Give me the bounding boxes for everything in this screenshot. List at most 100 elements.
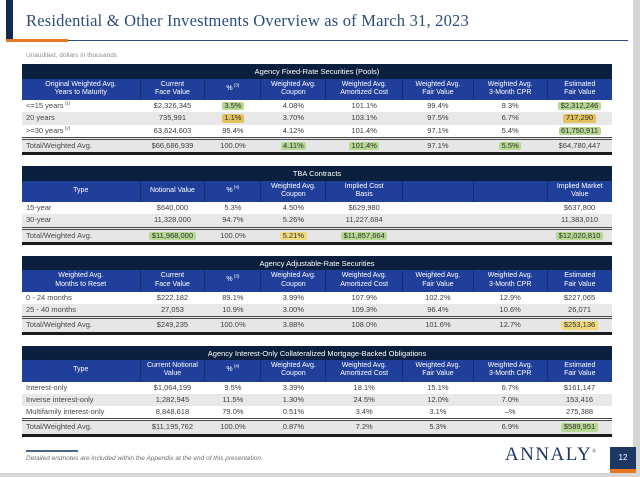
column-header: Estimated Fair Value — [546, 360, 612, 382]
data-cell: 103.1% — [325, 112, 403, 125]
highlight-green: 5.5% — [499, 141, 522, 150]
highlight-green: $11,968,000 — [149, 231, 196, 240]
data-cell: 99.4% — [427, 101, 449, 110]
table-title-bar: Agency Adjustable-Rate Securities — [22, 255, 612, 271]
footnote-superscript: (4) — [232, 184, 240, 190]
data-cell: 1.1% — [204, 112, 261, 125]
column-header: Implied Market Value — [546, 180, 612, 202]
data-cell: $1,064,199 — [153, 382, 192, 392]
column-header: Current Face Value — [139, 270, 205, 292]
data-cell: 5.5% — [473, 136, 548, 152]
column-header: Weighted Avg. Fair Value — [402, 78, 474, 100]
row-label: Total/Weighted Avg. — [22, 418, 140, 434]
data-cell: 61,750,911 — [547, 125, 612, 139]
data-cell: 4.08% — [282, 101, 305, 110]
data-cell: 3.39% — [282, 382, 305, 392]
registered-mark: ® — [592, 449, 596, 455]
column-header: Weighted Avg. Amortized Cost — [325, 360, 403, 382]
data-cell: 10.9% — [204, 304, 261, 318]
table-title-bar: Agency Interest-Only Collateralized Mort… — [22, 345, 612, 360]
row-label: 0 - 24 months — [26, 292, 72, 302]
column-header: Notional Value — [139, 180, 205, 202]
data-cell: 101.6% — [402, 316, 474, 332]
table-title-bar: Agency Fixed-Rate Securities (Pools) — [22, 64, 612, 79]
data-cell: $589,951 — [547, 418, 612, 434]
column-header: Weighted Avg. Coupon — [260, 78, 326, 100]
highlight-green: 3.5% — [221, 101, 244, 111]
data-cell: 97.5% — [402, 112, 474, 125]
header-row: Type Notional Value% (4) Weighted Avg. Cou… — [22, 180, 612, 202]
row-label: 20 years — [22, 112, 140, 125]
data-cell: 100.0% — [204, 418, 261, 434]
highlight-yellow: 1.1% — [221, 113, 244, 123]
table-agency-adjustable-rate-securities: Agency Adjustable-Rate Securities Weighte… — [22, 255, 612, 335]
table-title-bar: TBA Contracts — [22, 166, 612, 181]
footnote-superscript: (3) — [232, 82, 240, 88]
data-cell: 89.1% — [222, 292, 244, 302]
data-cell: 9.3% — [501, 101, 519, 110]
highlight-green: $2,312,246 — [558, 101, 601, 111]
data-cell: –% — [504, 407, 516, 416]
row-label: Total/Weighted Avg. — [22, 316, 140, 332]
data-cell — [402, 226, 474, 242]
data-cell: 6.7% — [501, 382, 519, 392]
data-cell: 5.21% — [260, 226, 326, 242]
data-cell: 11,227,684 — [325, 214, 403, 228]
page-title: Residential & Other Investments Overview… — [26, 11, 469, 30]
logo-text: ANNALY — [504, 444, 593, 465]
data-cell: 11,383,010 — [547, 214, 612, 228]
title-orange-accent — [6, 39, 68, 42]
data-cell: 5.26% — [260, 214, 326, 228]
data-cell: $2,312,246 — [547, 100, 612, 112]
footnote-superscript: (2) — [63, 125, 71, 130]
column-header: Current Face Value — [139, 78, 205, 100]
data-cell: 12.7% — [473, 316, 548, 332]
row-label: Total/Weighted Avg. — [22, 226, 140, 242]
column-header: % (3) — [204, 270, 261, 292]
row-label: >=30 years (2) — [26, 125, 71, 135]
column-header: Original Weighted Avg. Years to Maturity — [22, 78, 140, 100]
row-label: Interest-only — [26, 382, 68, 392]
table-row: 25 - 40 months 27,053 10.9% 3.00% 109.3% 96.4… — [22, 304, 612, 318]
table-row: >=30 years (2) 63,624,603 95.4% 4.12% 101.4%… — [22, 125, 612, 139]
data-table: Original Weighted Avg. Years to Maturity… — [22, 78, 612, 152]
row-label: 30-year — [22, 214, 140, 228]
data-cell: $66,686,939 — [140, 136, 205, 152]
column-header: Weighted Avg. Coupon — [260, 270, 326, 292]
data-cell: $11,857,664 — [325, 226, 403, 242]
data-cell: 5.3% — [224, 203, 242, 212]
column-header: Type — [22, 360, 140, 382]
data-cell: 100.0% — [204, 136, 261, 152]
data-cell: 95.4% — [222, 125, 244, 135]
row-label: Multifamily interest-only — [26, 407, 105, 416]
data-table: Type Current Notional Value% (4) Weighted … — [22, 360, 612, 434]
data-cell: 97.1% — [402, 136, 474, 152]
data-cell: $227,065 — [563, 292, 596, 302]
row-label: Total/Weighted Avg. — [22, 136, 140, 152]
column-header: Implied Cost Basis — [325, 180, 403, 202]
data-cell — [473, 202, 547, 214]
column-header — [402, 180, 474, 202]
column-header: Weighted Avg. Coupon — [260, 360, 326, 382]
data-cell: 717,290 — [547, 112, 612, 125]
page-number-orange-accent — [610, 469, 636, 473]
footnote-rule — [26, 450, 78, 452]
data-cell: 107.9% — [351, 292, 377, 302]
data-cell: 26,071 — [547, 304, 612, 318]
data-cell: 4.11% — [260, 136, 326, 152]
data-cell: 109.3% — [325, 304, 403, 318]
data-cell: 3.1% — [429, 407, 447, 416]
footnote-text: Detailed endnotes are included within th… — [26, 455, 263, 462]
column-header: Weighted Avg. 3-Month CPR — [472, 270, 548, 292]
column-header: % (3) — [204, 78, 261, 100]
data-cell: 24.5% — [325, 393, 403, 406]
highlight-green: $11,857,664 — [341, 231, 388, 240]
highlight-yellow: 717,290 — [563, 113, 596, 123]
data-cell: 4.12% — [282, 125, 305, 135]
highlight-green: 61,750,911 — [558, 126, 601, 135]
data-cell: 18.1% — [353, 382, 375, 392]
data-cell: 11,328,000 — [140, 214, 205, 228]
highlight-yellow: $253,136 — [561, 320, 598, 330]
table-row: 15-year $640,000 5.3% 4.50% $629,980 $637,800 — [22, 202, 612, 214]
